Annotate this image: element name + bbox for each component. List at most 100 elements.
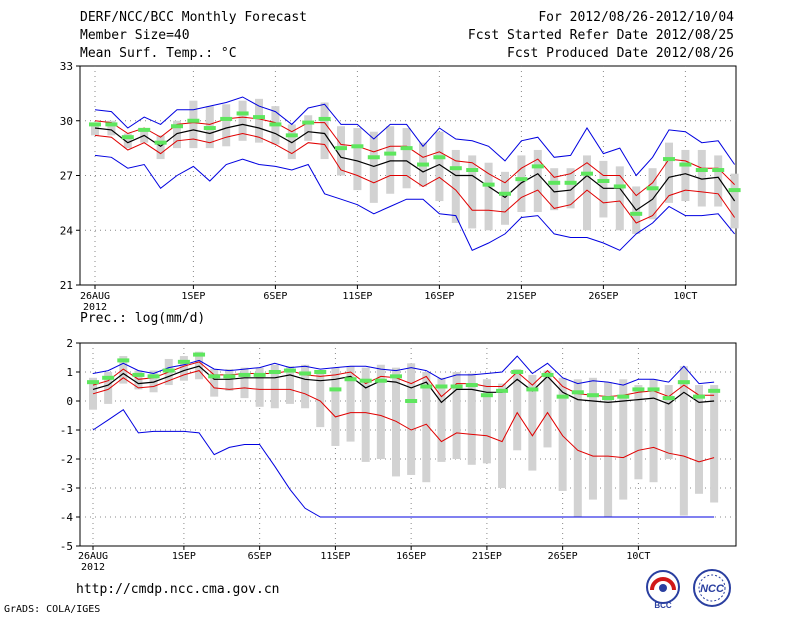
panel2-box [664, 385, 673, 459]
panel2-median-marker [283, 368, 296, 373]
panel2-median-marker [602, 396, 615, 401]
panel1-xtick-label: 1SEP [181, 291, 205, 302]
panel2-mean-line [92, 365, 715, 405]
panel1-median-marker [400, 146, 413, 151]
panel2-box [407, 363, 416, 475]
panel2-median-marker [314, 370, 327, 374]
panel2-box [422, 372, 431, 483]
panel1-box [337, 126, 345, 176]
panel2-median-marker [329, 387, 342, 392]
panel2-median-marker [177, 359, 190, 364]
panel1-ytick-label: 27 [60, 170, 73, 183]
panel2-box [376, 364, 385, 459]
panel2-box [573, 379, 582, 517]
panel1-box [665, 142, 673, 203]
panel1-ytick-label: 24 [60, 224, 74, 237]
panel2-box [195, 351, 204, 380]
panel2-median-marker [253, 372, 266, 377]
header-right: For 2012/08/26-2012/10/04 Fcst Started R… [468, 10, 734, 64]
panel2-median-marker [208, 374, 221, 379]
panel1-median-marker [105, 122, 118, 127]
panel1-xtick-label: 6SEP [263, 291, 287, 302]
panel1-ytick-label: 21 [60, 279, 73, 292]
panel2-median-marker [511, 370, 524, 374]
panel1-box [189, 100, 198, 149]
panel1-box [287, 124, 296, 160]
footer-url[interactable]: http://cmdp.ncc.cma.gov.cn [76, 582, 280, 597]
panel1-median-marker [695, 168, 708, 173]
panel1-box [681, 149, 690, 202]
panel1-xtick-label: 16SEP [424, 291, 454, 302]
panel1-box [484, 162, 493, 231]
bcc-logo-text: BCC [654, 601, 672, 610]
panel1-median-marker [712, 168, 725, 173]
panel1-box [107, 120, 116, 136]
panel2-ytick-label: -4 [60, 511, 74, 524]
panel1-box [501, 171, 509, 225]
panel2-box [467, 373, 476, 465]
panel1-box [714, 155, 723, 207]
panel2-box [649, 379, 658, 483]
panel2-median-marker [162, 368, 175, 373]
panel1-median-marker [367, 155, 380, 160]
panel2-median-marker [647, 387, 660, 392]
panel2-box [331, 367, 340, 446]
panel2-xtick-label: 26SEP [548, 551, 578, 562]
panel2-median-marker [465, 383, 478, 388]
panel1-median-marker [613, 184, 626, 189]
panel1-median-marker [515, 177, 528, 182]
panel2-median-marker [526, 387, 539, 392]
variable-label: Mean Surf. Temp.: °C [80, 46, 237, 61]
panel2-median-marker [617, 394, 630, 399]
panel2-xtick-label: 16SEP [396, 551, 426, 562]
panel1-box [173, 120, 181, 149]
panel2-box [119, 356, 128, 384]
panel2-median-marker [117, 358, 130, 363]
panel2-median-marker [662, 396, 675, 401]
panel2-box [392, 367, 400, 477]
panel2-min-line [92, 409, 715, 518]
member-size: Member Size=40 [80, 28, 190, 43]
panel1-median-marker [302, 120, 315, 125]
panel1-xtick-label: 26SEP [588, 291, 618, 302]
grads-credit: GrADS: COLA/IGES [4, 604, 101, 615]
panel1-box [353, 128, 362, 191]
forecast-title: DERF/NCC/BCC Monthly Forecast [80, 10, 307, 25]
panel1-box [255, 98, 263, 143]
panel2-box [482, 379, 491, 464]
panel1-median-marker [548, 180, 561, 185]
panel2-median-marker [193, 352, 206, 357]
panel1-box [320, 102, 329, 160]
panel2-box [255, 367, 264, 407]
ncc-logo-text: NCC [700, 583, 725, 595]
panel1-median-marker [351, 144, 364, 149]
panel2-ytick-label: 2 [66, 337, 73, 350]
panel1-median-marker [138, 127, 151, 132]
panel2-box [452, 372, 461, 459]
panel2-box [240, 367, 249, 399]
panel2-median-marker [435, 384, 448, 389]
panel1-xtick-label: 11SEP [342, 291, 372, 302]
panel2-xtick-label: 6SEP [248, 551, 272, 562]
panel1-mean-line [94, 123, 736, 212]
panel2-box [225, 369, 234, 391]
panel1-box [222, 104, 231, 147]
header-left: DERF/NCC/BCC Monthly Forecast Member Siz… [80, 10, 307, 64]
panel1-median-marker [581, 171, 593, 176]
panel1-ytick-label: 33 [60, 60, 73, 73]
panel1-xtick-label: 26AUG [80, 291, 110, 302]
panel1-median-marker [449, 166, 462, 171]
panel1-median-marker [630, 211, 643, 216]
panel2-median-marker [147, 374, 160, 379]
panel2-box [634, 385, 643, 480]
panel2-box [270, 364, 279, 409]
forecast-start-date: Fcst Started Refer Date 2012/08/25 [467, 28, 734, 43]
panel1-box [451, 149, 460, 223]
panel1-box [91, 122, 99, 136]
panel1-median-marker [89, 122, 101, 127]
panel2-box [437, 377, 446, 462]
panel2-xtick-year: 2012 [81, 562, 105, 573]
panel2-median-marker [693, 394, 705, 399]
panel2-box [361, 367, 370, 462]
panel2-xtick-label: 10CT [626, 551, 650, 562]
